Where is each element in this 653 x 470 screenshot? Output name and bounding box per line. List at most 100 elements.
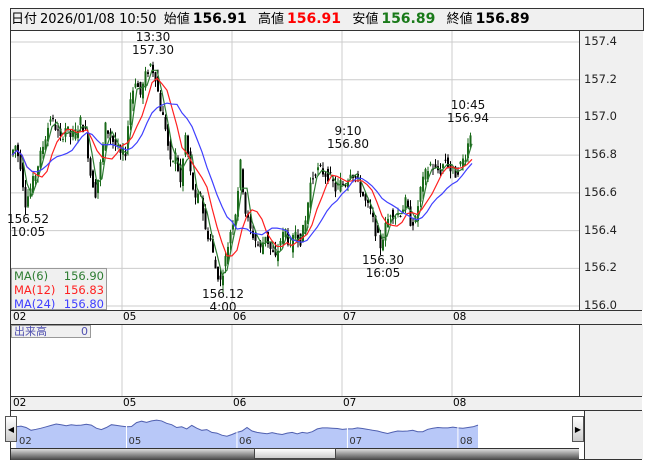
candle (132, 90, 134, 104)
candle (272, 250, 274, 252)
price-tick: 157.2 (584, 71, 617, 86)
legend-ma24: MA(24) 156.80 (14, 297, 104, 311)
candle (224, 256, 227, 267)
candle (439, 169, 442, 174)
candle (42, 146, 44, 154)
candle (267, 231, 269, 244)
candle (102, 144, 104, 163)
candle (319, 164, 322, 166)
candle (17, 144, 19, 157)
candle (57, 129, 59, 131)
candle (402, 209, 404, 213)
date-tick: 08 (453, 311, 467, 323)
candle (177, 157, 179, 171)
candle (297, 234, 299, 241)
ma-line-6 (11, 69, 473, 277)
candle (87, 132, 89, 159)
navigator-chart[interactable]: 02 05 06 07 08 (11, 411, 579, 448)
candle (219, 275, 222, 280)
candle (277, 250, 279, 262)
candle (442, 164, 444, 168)
high-label: 高値 (258, 12, 285, 27)
volume-chart[interactable] (11, 325, 579, 396)
date-label: 日付 (11, 12, 38, 27)
candle (332, 179, 334, 182)
candle (59, 128, 62, 136)
candle (469, 135, 472, 147)
candle (374, 215, 377, 237)
candle (214, 259, 217, 269)
candle (284, 229, 287, 238)
candle (344, 185, 347, 187)
candle (244, 192, 247, 214)
candle (322, 168, 324, 175)
navigator-tick: 05 (128, 436, 141, 447)
legend-ma6: MA(6) 156.90 (14, 269, 104, 283)
price-tick: 156.0 (584, 298, 617, 313)
price-chart[interactable] (11, 31, 579, 310)
date-tick: 02 (13, 397, 27, 409)
candle (172, 160, 174, 162)
candle (324, 173, 327, 177)
candle (159, 93, 162, 112)
candle (104, 122, 107, 151)
candle (82, 124, 84, 133)
candle (422, 176, 424, 192)
volume-axis (579, 325, 643, 396)
scroll-right-button[interactable]: ▶ (572, 416, 584, 442)
date-tick: 08 (453, 397, 467, 409)
candle (107, 130, 109, 134)
candle (44, 139, 47, 150)
candle (392, 209, 394, 220)
candle (54, 124, 57, 130)
ma-line-12 (11, 77, 473, 257)
candle (427, 171, 429, 180)
candle (154, 72, 157, 82)
scrollbar-thumb[interactable] (254, 448, 336, 459)
candle (237, 190, 239, 217)
candle (467, 143, 469, 159)
candle (24, 187, 27, 208)
date-tick: 02 (13, 311, 27, 323)
candle (384, 222, 387, 241)
candle (217, 266, 219, 280)
price-axis[interactable]: 157.4 157.2 157.0 156.8 156.6 156.4 156.2 156.0 (579, 31, 643, 313)
candle (169, 141, 172, 160)
candle (114, 139, 117, 146)
candle (167, 124, 169, 146)
scroll-left-button[interactable]: ◀ (5, 416, 17, 442)
candle (204, 208, 207, 230)
candle (149, 63, 152, 66)
volume-label: 出来高 0 (11, 325, 91, 338)
candle (242, 169, 244, 193)
candle (49, 119, 52, 122)
date-tick: 06 (233, 397, 247, 409)
navigator-tick: 07 (349, 436, 362, 447)
candle (119, 150, 122, 153)
candle (312, 178, 314, 180)
candle (207, 231, 209, 240)
candle (404, 197, 407, 211)
candle (459, 161, 462, 165)
candle (354, 175, 357, 178)
candle (202, 197, 204, 214)
candle (409, 206, 412, 226)
candle (39, 150, 42, 168)
candle (127, 126, 129, 150)
price-tick: 157.4 (584, 34, 617, 48)
candle (367, 199, 369, 203)
candle (317, 167, 319, 171)
candle (407, 200, 409, 208)
ohlc-header: 日付 2026/01/08 10:50 始値 156.91 高値 156.91 安値 1… (10, 8, 644, 31)
candle (292, 234, 294, 253)
open-label: 始値 (163, 12, 190, 27)
low-value: 156.89 (381, 11, 436, 27)
candle (64, 128, 67, 137)
candle (454, 166, 457, 178)
candle (192, 172, 194, 190)
candle (259, 241, 262, 248)
candle (222, 275, 224, 286)
navigator-area (16, 420, 478, 448)
candle (309, 182, 312, 208)
candle (314, 174, 317, 176)
